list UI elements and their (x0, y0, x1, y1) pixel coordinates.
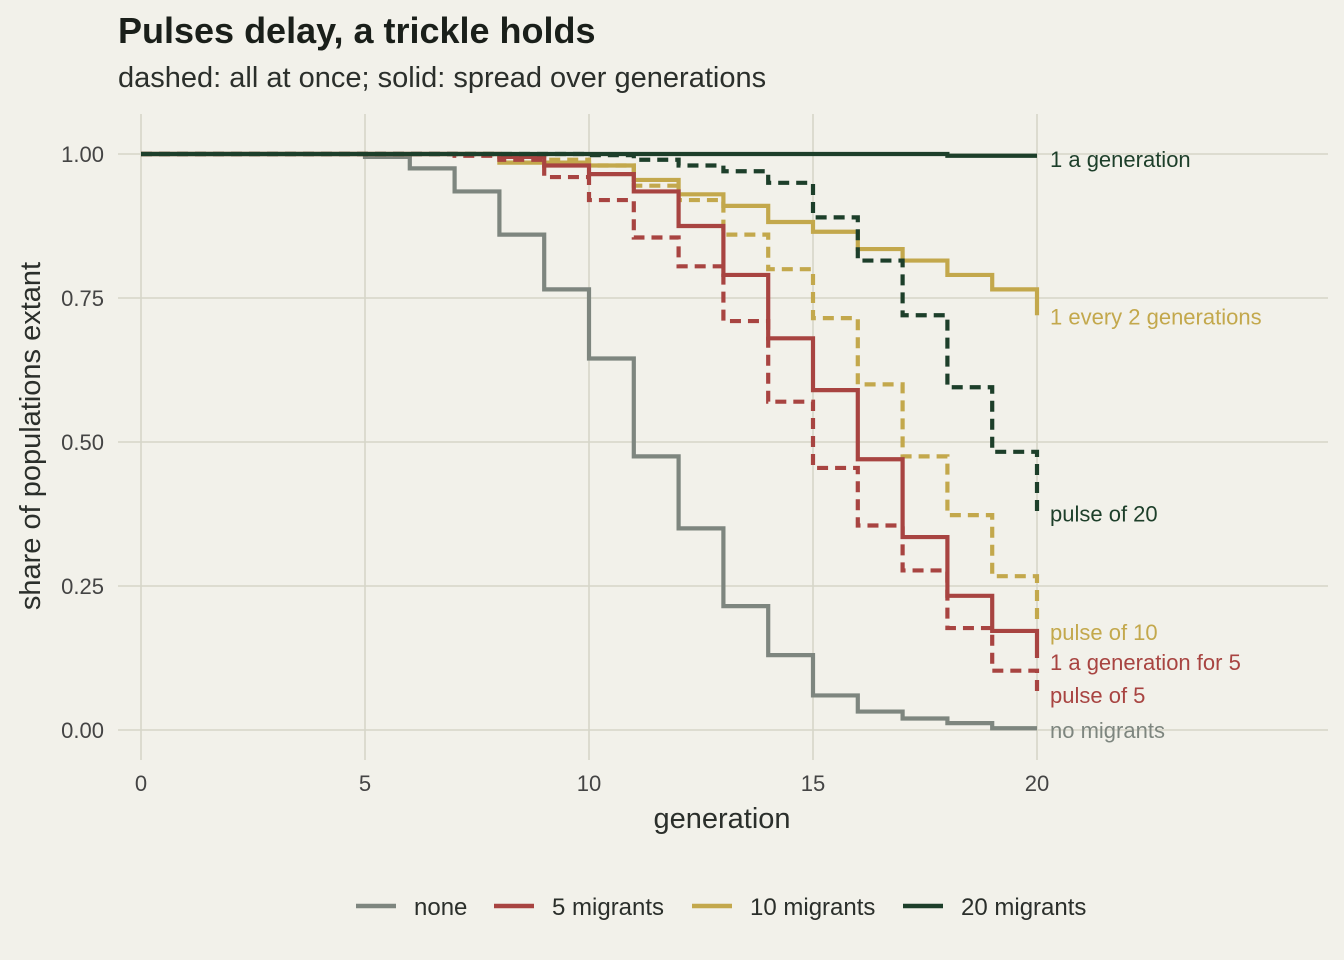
end-labels: 1 a generation 1 every 2 generations pulse… (1050, 147, 1262, 743)
y-axis-title: share of populations extant (15, 262, 47, 610)
x-tick-label: 5 (359, 771, 371, 796)
y-tick-label: 0.00 (61, 718, 104, 743)
y-tick-label: 0.75 (61, 286, 104, 311)
x-tick-label: 15 (801, 771, 825, 796)
end-label: 1 every 2 generations (1050, 304, 1262, 329)
end-label: pulse of 5 (1050, 683, 1145, 708)
legend: none 5 migrants 10 migrants 20 migrants (356, 894, 1086, 921)
x-axis-ticks: 0 5 10 15 20 (135, 771, 1049, 796)
y-tick-label: 0.25 (61, 574, 104, 599)
y-axis-ticks: 0.00 0.25 0.50 0.75 1.00 (61, 142, 104, 743)
end-label: pulse of 20 (1050, 501, 1158, 526)
end-label: no migrants (1050, 718, 1165, 743)
series-line-1-a-generation (141, 151, 1037, 158)
end-label: pulse of 10 (1050, 620, 1158, 645)
series-line-no-migrants (141, 151, 1037, 731)
legend-label: 5 migrants (552, 894, 664, 921)
x-tick-label: 20 (1025, 771, 1049, 796)
chart-title: Pulses delay, a trickle holds (118, 10, 596, 51)
series-line-pulse-of-20 (141, 151, 1040, 514)
x-axis-title: generation (653, 803, 790, 835)
y-tick-label: 0.50 (61, 430, 104, 455)
legend-label: 10 migrants (750, 894, 875, 921)
x-tick-label: 0 (135, 771, 147, 796)
end-label: 1 a generation (1050, 147, 1191, 172)
end-label: 1 a generation for 5 (1050, 650, 1241, 675)
x-tick-label: 10 (577, 771, 601, 796)
chart-subtitle: dashed: all at once; solid: spread over … (118, 62, 767, 94)
legend-label: 20 migrants (961, 894, 1086, 921)
legend-label: none (414, 894, 467, 921)
y-tick-label: 1.00 (61, 142, 104, 167)
series-lines (141, 151, 1040, 731)
